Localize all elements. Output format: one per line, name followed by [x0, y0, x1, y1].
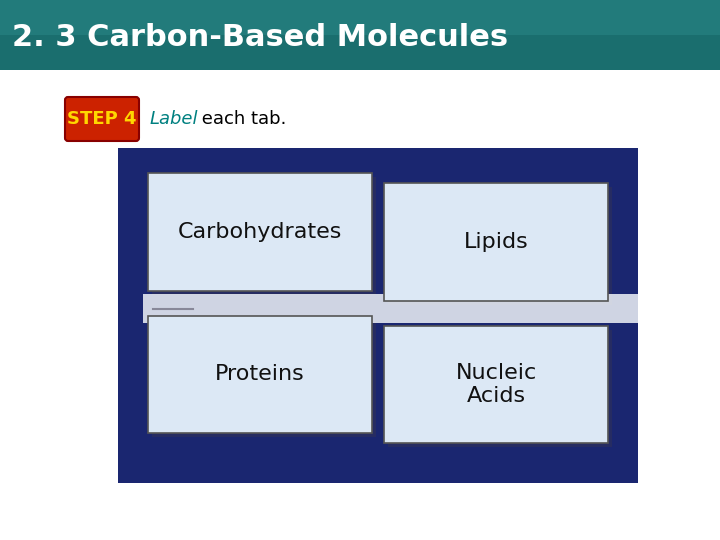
Text: Carbohydrates: Carbohydrates — [178, 222, 342, 242]
Bar — [388, 187, 612, 305]
Text: 2. 3 Carbon-Based Molecules: 2. 3 Carbon-Based Molecules — [12, 24, 508, 52]
Bar — [384, 326, 608, 443]
Text: Lipids: Lipids — [464, 232, 528, 252]
Bar — [152, 177, 376, 294]
Bar — [148, 315, 372, 433]
Text: STEP 4: STEP 4 — [67, 110, 137, 128]
Bar — [152, 320, 376, 437]
Text: Label: Label — [150, 110, 199, 128]
Text: Proteins: Proteins — [215, 364, 305, 384]
Bar — [143, 294, 638, 322]
Bar — [0, 0, 720, 70]
Bar — [148, 173, 372, 291]
Bar — [0, 0, 720, 35]
Bar — [388, 329, 612, 447]
FancyBboxPatch shape — [65, 97, 139, 141]
Bar — [384, 183, 608, 300]
Text: each tab.: each tab. — [196, 110, 287, 128]
Bar — [118, 148, 638, 483]
Text: Nucleic
Acids: Nucleic Acids — [455, 363, 536, 406]
